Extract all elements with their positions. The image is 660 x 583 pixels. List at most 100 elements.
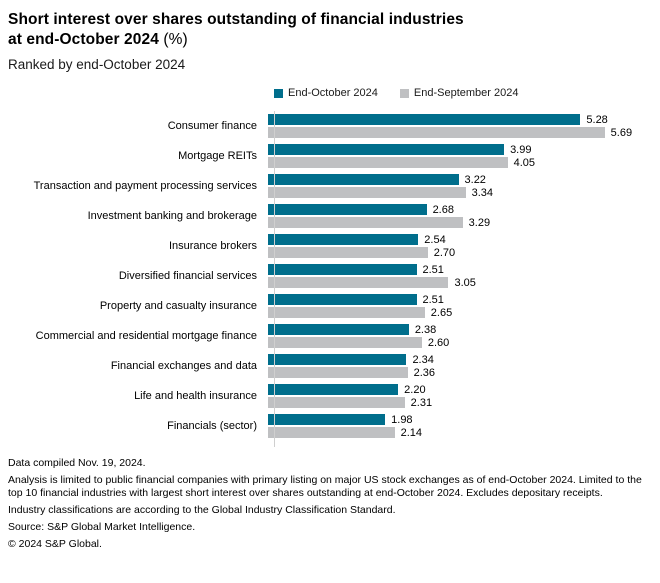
- category-label: Consumer finance: [167, 120, 257, 132]
- bar-line: 2.34: [268, 353, 623, 366]
- bar-series-1: [268, 367, 408, 378]
- bar-line: 3.29: [268, 216, 623, 229]
- chart-row: Life and health insurance 2.20 2.31: [0, 384, 660, 409]
- page-title: Short interest over shares outstanding o…: [8, 10, 650, 50]
- bar-group: 2.68 3.29: [266, 203, 623, 229]
- y-axis-line: [274, 111, 275, 447]
- value-label: 2.34: [412, 353, 434, 366]
- chart-header: Short interest over shares outstanding o…: [0, 0, 660, 72]
- chart-subtitle: Ranked by end-October 2024: [8, 57, 186, 72]
- bar-chart: Consumer finance 5.28 5.69 Mortgage REITs 3.…: [0, 111, 660, 447]
- title-line1: Short interest over shares outstanding o…: [8, 11, 464, 28]
- bar-series-1: [268, 427, 395, 438]
- bar-line: 2.54: [268, 233, 623, 246]
- footnotes: Data compiled Nov. 19, 2024. Analysis is…: [0, 457, 660, 551]
- bar-series-0: [268, 384, 399, 395]
- footnote-data-compiled: Data compiled Nov. 19, 2024.: [8, 457, 146, 469]
- value-label: 2.65: [430, 306, 453, 319]
- legend-item-1: End-September 2024: [399, 87, 519, 99]
- value-label: 2.68: [432, 203, 454, 216]
- value-label: 3.05: [454, 276, 476, 289]
- bar-series-1: [268, 307, 425, 318]
- category-label: Transaction and payment processing servi…: [33, 180, 257, 192]
- bar-group: 5.28 5.69: [266, 113, 632, 139]
- value-label: 3.22: [464, 173, 486, 186]
- footnote-copyright: © 2024 S&P Global.: [8, 538, 102, 550]
- value-label: 4.05: [513, 156, 536, 169]
- bar-series-0: [268, 414, 386, 425]
- value-label: 2.51: [422, 263, 444, 276]
- bar-group: 2.51 2.65: [266, 294, 623, 319]
- bar-series-0: [268, 264, 417, 275]
- category-label: Financial exchanges and data: [110, 360, 257, 372]
- value-label: 5.28: [586, 113, 608, 126]
- bar-series-1: [268, 337, 422, 348]
- chart-row: Mortgage REITs 3.99 4.05: [0, 143, 660, 169]
- legend-swatch-icon: [399, 88, 409, 98]
- bar-group: 2.54 2.70: [266, 233, 623, 259]
- category-label: Mortgage REITs: [178, 150, 257, 162]
- bar-line: 3.34: [268, 186, 623, 199]
- value-label: 3.99: [510, 143, 532, 156]
- bar-series-1: [268, 247, 428, 258]
- value-label: 2.31: [410, 396, 433, 409]
- bar-group: 3.99 4.05: [266, 143, 623, 169]
- chart-row: Financials (sector) 1.98 2.14: [0, 413, 660, 439]
- category-label: Commercial and residential mortgage fina…: [35, 330, 257, 342]
- category-label: Property and casualty insurance: [99, 300, 257, 312]
- bar-group: 2.38 2.60: [266, 323, 623, 349]
- chart-row: Consumer finance 5.28 5.69: [0, 113, 660, 139]
- value-label: 2.36: [413, 366, 436, 379]
- category-label: Diversified financial services: [118, 270, 257, 282]
- value-label: 3.29: [468, 216, 491, 229]
- bar-line: 3.22: [268, 173, 623, 186]
- legend-swatch-icon: [274, 88, 283, 98]
- value-label: 2.54: [424, 233, 446, 246]
- bar-line: 2.70: [268, 247, 623, 259]
- bar-line: 2.51: [268, 294, 623, 306]
- chart-legend: End-October 2024 End-September 2024: [0, 87, 660, 99]
- bar-series-1: [268, 217, 463, 228]
- bar-group: 1.98 2.14: [266, 413, 623, 439]
- bar-series-0: [268, 234, 419, 245]
- value-label: 1.98: [391, 413, 413, 426]
- bar-series-1: [268, 127, 605, 138]
- footnote-source: Source: S&P Global Market Intelligence.: [8, 521, 196, 533]
- value-label: 2.60: [427, 336, 450, 349]
- value-label: 2.38: [414, 323, 437, 336]
- legend-label: End-September 2024: [413, 87, 519, 99]
- bar-line: 2.38: [268, 323, 623, 336]
- legend-label: End-October 2024: [288, 87, 378, 99]
- bar-series-0: [268, 114, 581, 125]
- bar-line: 3.05: [268, 276, 623, 289]
- bar-series-0: [268, 144, 505, 155]
- bar-series-0: [268, 174, 459, 185]
- bar-group: 2.51 3.05: [266, 263, 623, 289]
- legend-item-0: End-October 2024: [274, 87, 378, 99]
- bar-chart-rows: Consumer finance 5.28 5.69 Mortgage REITs 3.…: [0, 113, 660, 439]
- bar-series-0: [268, 354, 407, 365]
- title-unit: (%): [163, 31, 188, 48]
- bar-line: 3.99: [268, 143, 623, 156]
- bar-group: 2.20 2.31: [266, 384, 623, 409]
- bar-line: 2.20: [268, 384, 623, 396]
- bar-series-1: [268, 397, 405, 408]
- category-label: Investment banking and brokerage: [87, 210, 257, 222]
- bar-line: 2.60: [268, 336, 623, 349]
- chart-row: Commercial and residential mortgage fina…: [0, 323, 660, 349]
- bar-line: 2.68: [268, 203, 623, 216]
- chart-row: Property and casualty insurance 2.51 2.65: [0, 294, 660, 319]
- bar-line: 2.31: [268, 396, 623, 409]
- bar-series-1: [268, 277, 449, 288]
- bar-line: 5.69: [268, 127, 632, 139]
- bar-series-0: [268, 324, 409, 335]
- bar-line: 1.98: [268, 413, 623, 426]
- bar-line: 2.51: [268, 263, 623, 276]
- category-label: Financials (sector): [167, 420, 257, 432]
- bar-group: 2.34 2.36: [266, 353, 623, 379]
- title-line2: at end-October 2024: [8, 31, 159, 48]
- bar-series-1: [268, 187, 466, 198]
- bar-series-0: [268, 294, 417, 305]
- bar-line: 2.14: [268, 427, 623, 439]
- value-label: 3.34: [471, 186, 494, 199]
